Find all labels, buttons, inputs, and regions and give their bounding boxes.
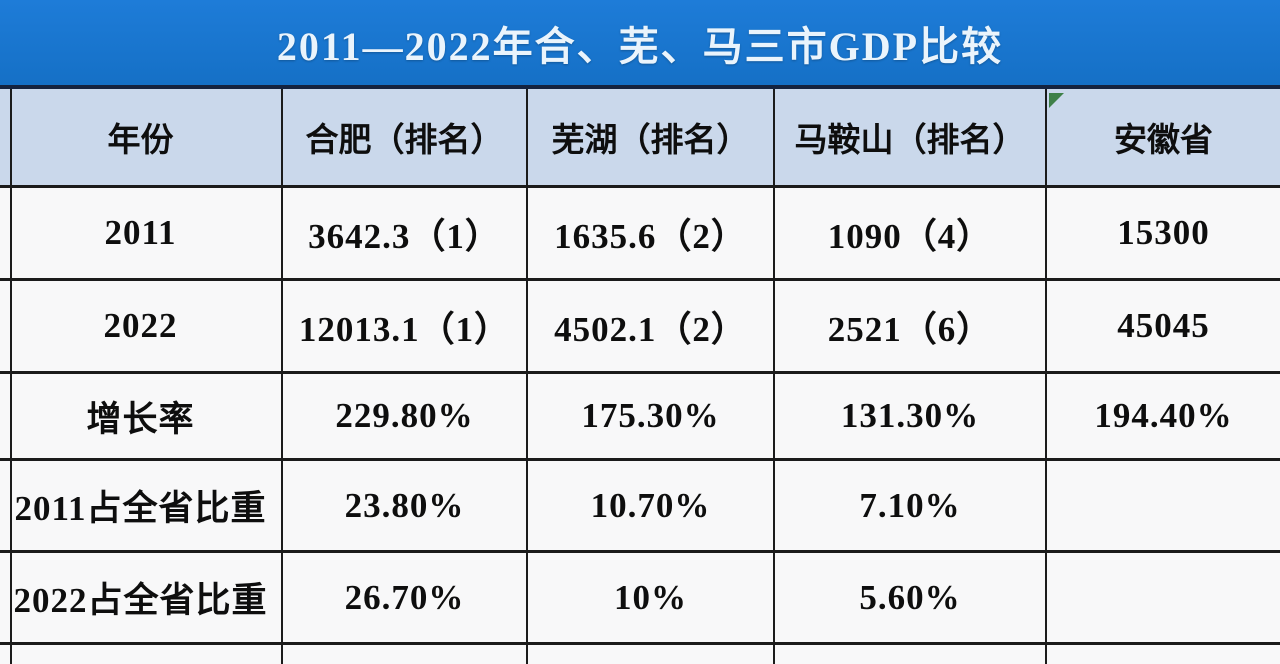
table-cell bbox=[283, 645, 528, 664]
table-cell: 1635.6（2） bbox=[528, 188, 775, 278]
table-cell: 131.30% bbox=[775, 374, 1047, 458]
column-header-year: 年份 bbox=[0, 89, 283, 185]
table-cell bbox=[528, 645, 775, 664]
table-cell: 10% bbox=[528, 553, 775, 642]
gdp-comparison-table: 年份 合肥（排名） 芜湖（排名） 马鞍山（排名） 安徽省 2011 3642.3… bbox=[0, 89, 1280, 664]
table-cell: 229.80% bbox=[283, 374, 528, 458]
column-header-hefei: 合肥（排名） bbox=[283, 89, 528, 185]
column-header-maanshan: 马鞍山（排名） bbox=[775, 89, 1047, 185]
table-row-growth-rate: 增长率 229.80% 175.30% 131.30% 194.40% bbox=[0, 374, 1280, 461]
table-cell: 2011 bbox=[0, 188, 283, 278]
title-bar: 2011—2022年合、芜、马三市GDP比较 bbox=[0, 0, 1280, 89]
table-cell: 175.30% bbox=[528, 374, 775, 458]
table-cell: 1090（4） bbox=[775, 188, 1047, 278]
table-row-partial bbox=[0, 645, 1280, 664]
table-header-row: 年份 合肥（排名） 芜湖（排名） 马鞍山（排名） 安徽省 bbox=[0, 89, 1280, 188]
column-header-wuhu: 芜湖（排名） bbox=[528, 89, 775, 185]
table-left-border bbox=[10, 89, 12, 664]
table-cell: 4502.1（2） bbox=[528, 281, 775, 371]
table-cell: 7.10% bbox=[775, 461, 1047, 550]
table-cell: 2011占全省比重 bbox=[0, 461, 283, 550]
table-cell: 5.60% bbox=[775, 553, 1047, 642]
table-row-2022: 2022 12013.1（1） 4502.1（2） 2521（6） 45045 bbox=[0, 281, 1280, 374]
table-cell: 2022 bbox=[0, 281, 283, 371]
table-cell: 15300 bbox=[1117, 213, 1210, 252]
table-cell: 45045 bbox=[1117, 306, 1210, 345]
table-cell: 26.70% bbox=[283, 553, 528, 642]
table-cell: 10.70% bbox=[528, 461, 775, 550]
table-cell: 194.40% bbox=[1094, 396, 1233, 435]
table-cell: 2022占全省比重 bbox=[0, 553, 283, 642]
table-cell bbox=[1047, 645, 1280, 664]
table-row-2011: 2011 3642.3（1） 1635.6（2） 1090（4） 15300 bbox=[0, 188, 1280, 281]
table-row-share-2022: 2022占全省比重 26.70% 10% 5.60% bbox=[0, 553, 1280, 645]
column-header-anhui: 安徽省 bbox=[1114, 123, 1213, 159]
table-cell: 23.80% bbox=[283, 461, 528, 550]
table-row-share-2011: 2011占全省比重 23.80% 10.70% 7.10% bbox=[0, 461, 1280, 553]
table-cell: 2521（6） bbox=[775, 281, 1047, 371]
table-cell bbox=[0, 645, 283, 664]
table-cell bbox=[775, 645, 1047, 664]
page-title: 2011—2022年合、芜、马三市GDP比较 bbox=[276, 23, 1004, 69]
table-cell bbox=[1047, 553, 1280, 642]
table-cell: 12013.1（1） bbox=[283, 281, 528, 371]
table-cell: 增长率 bbox=[0, 374, 283, 458]
table-cell: 3642.3（1） bbox=[283, 188, 528, 278]
table-cell bbox=[1047, 461, 1280, 550]
green-corner-triangle-icon bbox=[1049, 93, 1064, 108]
